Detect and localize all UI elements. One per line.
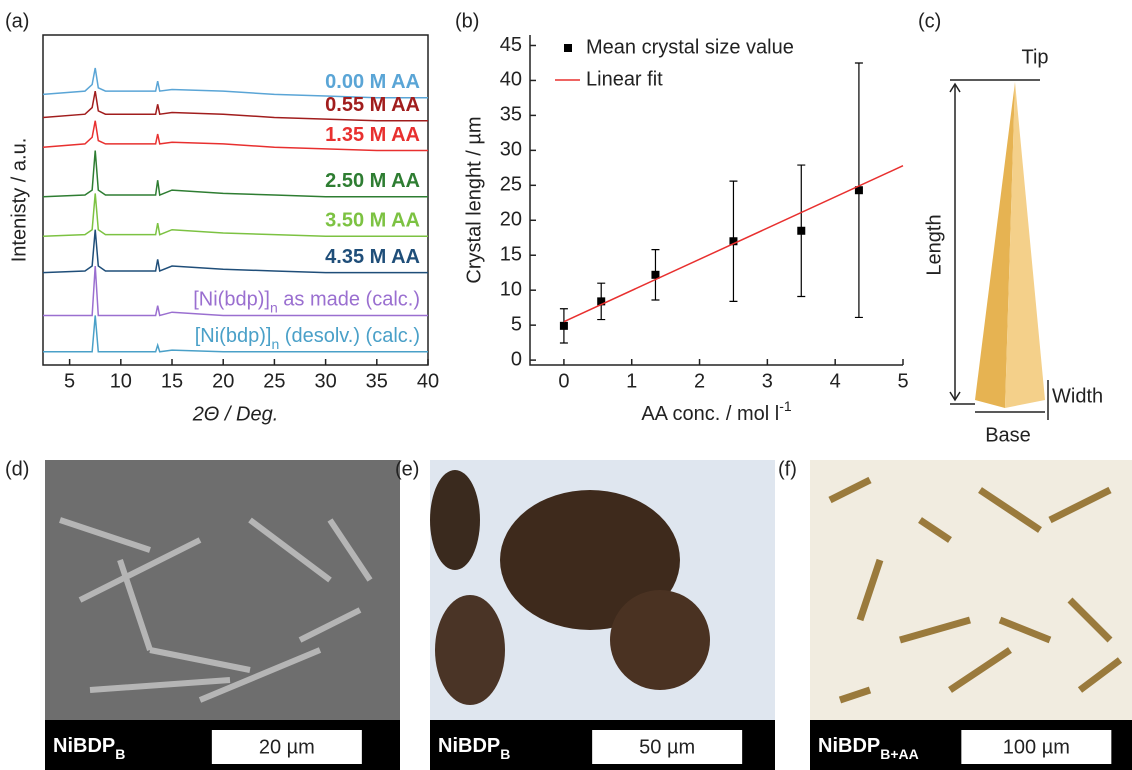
legend-entry-part: [Ni(bdp)] <box>193 289 270 311</box>
panel-label: (f) <box>778 458 797 480</box>
y-tick-label: 0 <box>511 348 522 370</box>
width-label: Width <box>1052 385 1103 407</box>
legend-entry: 4.35 M AA <box>325 246 420 268</box>
x-tick-label: 5 <box>897 370 908 392</box>
x-tick-label: 25 <box>263 370 285 392</box>
legend-entry: 3.50 M AA <box>325 210 420 232</box>
x-axis-label: 2Θ / Deg. <box>192 403 279 425</box>
y-axis-label: Crystal lenght / µm <box>463 116 485 283</box>
panel-label: (d) <box>5 458 29 480</box>
x-tick-label: 0 <box>558 370 569 392</box>
diagram: Tip Length Width Base <box>923 46 1103 446</box>
caption-part: NiBDP <box>53 735 115 757</box>
scale-label: 20 µm <box>259 736 315 758</box>
legend-entry-part: as made (calc.) <box>278 289 420 311</box>
crystal-aggregate <box>435 595 505 705</box>
caption-part: NiBDP <box>438 735 500 757</box>
x-axis-label: AA conc. / mol l-1 <box>641 398 792 426</box>
panel-label: (a) <box>5 10 29 32</box>
x-tick-label: 30 <box>314 370 336 392</box>
y-tick-label: 35 <box>500 104 522 126</box>
legend-entry: 2.50 M AA <box>325 170 420 192</box>
legend-entry: Mean crystal size value <box>586 36 794 58</box>
y-tick-label: 40 <box>500 69 522 91</box>
y-axis-label: Intenisty / a.u. <box>8 138 30 263</box>
y-tick-label: 25 <box>500 174 522 196</box>
legend-entry: [Ni(bdp)]n as made (calc.) <box>193 289 420 315</box>
y-tick-label: 15 <box>500 244 522 266</box>
data-point <box>797 227 805 235</box>
crystal-aggregate <box>430 470 480 570</box>
legend-entry: Linear fit <box>586 68 663 90</box>
legend-entry-part: n <box>271 336 279 352</box>
x-tick-label: 35 <box>366 370 388 392</box>
x-tick-label: 5 <box>64 370 75 392</box>
x-tick-label: 15 <box>161 370 183 392</box>
crystal-aggregate <box>610 590 710 690</box>
caption-part: NiBDP <box>818 735 880 757</box>
y-tick-label: 10 <box>500 278 522 300</box>
y-tick-label: 20 <box>500 209 522 231</box>
y-tick-label: 30 <box>500 139 522 161</box>
legend-entry-part: [Ni(bdp)] <box>195 325 272 347</box>
caption-part: B <box>500 746 510 762</box>
panel-label: (b) <box>455 10 479 32</box>
base-label: Base <box>985 424 1031 446</box>
legend-entry: [Ni(bdp)]n (desolv.) (calc.) <box>195 325 420 351</box>
legend-entry-part: (desolv.) (calc.) <box>279 325 420 347</box>
length-label: Length <box>923 214 945 275</box>
x-axis-label-part: AA conc. / mol l <box>641 403 779 425</box>
x-tick-label: 40 <box>417 370 439 392</box>
x-axis-label-part: -1 <box>779 398 792 414</box>
panel-label: (c) <box>918 10 941 32</box>
figure: Tip Length Width Base (a) (b) (c) (d) (e) (f)… <box>0 0 1132 770</box>
legend-entry: 0.55 M AA <box>325 94 420 116</box>
tip-label: Tip <box>1021 46 1048 68</box>
legend-entry-part: n <box>270 299 278 315</box>
caption-part: B+AA <box>880 746 919 762</box>
scale-label: 50 µm <box>639 736 695 758</box>
x-tick-label: 3 <box>762 370 773 392</box>
x-tick-label: 10 <box>110 370 132 392</box>
x-tick-label: 2 <box>694 370 705 392</box>
panel-label: (e) <box>395 458 419 480</box>
caption-part: B <box>115 746 125 762</box>
data-point <box>560 322 568 330</box>
x-tick-label: 20 <box>212 370 234 392</box>
y-tick-label: 5 <box>511 313 522 335</box>
scale-label: 100 µm <box>1003 736 1070 758</box>
legend-entry: 1.35 M AA <box>325 124 420 146</box>
x-tick-label: 4 <box>830 370 841 392</box>
legend-entry: 0.00 M AA <box>325 71 420 93</box>
legend-swatch <box>564 44 572 52</box>
y-tick-label: 45 <box>500 34 522 56</box>
x-tick-label: 1 <box>626 370 637 392</box>
